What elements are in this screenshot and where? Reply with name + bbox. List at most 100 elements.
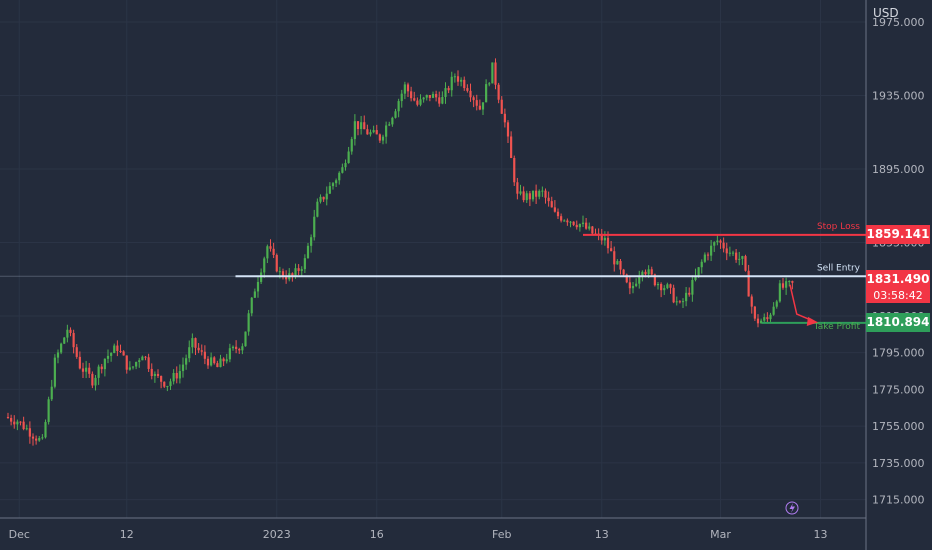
candle-body-109 [347, 151, 350, 164]
candle-body-1 [10, 417, 13, 422]
candle-body-224 [706, 254, 710, 256]
candle-body-241 [760, 320, 763, 324]
candle-body-218 [688, 292, 691, 295]
candle-body-247 [778, 283, 781, 302]
candle-body-244 [769, 314, 772, 320]
candle-body-225 [710, 245, 713, 256]
candle-body-9 [35, 438, 38, 441]
candle-body-93 [297, 268, 300, 271]
candle-body-39 [128, 367, 131, 370]
candle-body-227 [716, 240, 719, 243]
candle-body-214 [675, 301, 678, 303]
candle-body-46 [150, 368, 153, 377]
candle-body-36 [119, 350, 122, 352]
candle-body-27 [91, 373, 94, 386]
candle-body-63 [203, 351, 206, 359]
candle-body-177 [560, 216, 563, 221]
candle-body-24 [81, 368, 85, 372]
candle-body-192 [606, 237, 610, 249]
candle-body-142 [450, 76, 453, 91]
candle-body-156 [494, 62, 497, 85]
candle-body-55 [178, 371, 181, 379]
candle-body-161 [510, 136, 513, 158]
candle-body-22 [75, 347, 78, 357]
candle-body-42 [138, 360, 141, 362]
candle-body-213 [672, 287, 675, 303]
candle-body-84 [269, 246, 272, 249]
candle-body-199 [628, 282, 631, 289]
candle-body-233 [735, 252, 738, 260]
take-profit-label: Take Profit [813, 322, 861, 332]
candle-body-236 [744, 256, 747, 271]
candle-body-45 [147, 357, 150, 369]
time-tick-3: 16 [370, 528, 384, 541]
time-tick-2: 2023 [263, 528, 291, 541]
candle-body-29 [97, 366, 100, 378]
candle-body-4 [19, 421, 22, 423]
candle-body-250 [788, 281, 791, 283]
candle-body-144 [456, 76, 460, 82]
candle-body-235 [741, 256, 744, 259]
candle-body-48 [156, 373, 160, 377]
candle-body-174 [550, 201, 553, 208]
candle-body-185 [585, 222, 588, 229]
candle-body-175 [553, 207, 556, 212]
candle-body-197 [622, 269, 625, 275]
candle-body-82 [263, 258, 266, 273]
time-tick-5: 13 [595, 528, 609, 541]
candle-body-103 [328, 186, 331, 194]
event-badge [785, 501, 799, 515]
candle-body-57 [185, 358, 188, 365]
candle-body-12 [44, 421, 47, 438]
candle-body-67 [216, 363, 219, 368]
candle-body-163 [516, 182, 519, 194]
candle-body-152 [481, 102, 485, 110]
candle-body-249 [785, 281, 788, 288]
candle-body-15 [53, 357, 56, 387]
candle-body-53 [172, 373, 175, 382]
candle-body-232 [731, 252, 735, 254]
candle-body-173 [547, 197, 550, 202]
price-tick-0: 1975.000 [872, 16, 925, 29]
candle-body-126 [400, 93, 403, 102]
candle-body-150 [475, 100, 478, 106]
candle-body-134 [425, 94, 428, 98]
candle-body-240 [756, 318, 760, 324]
candle-body-121 [385, 125, 388, 137]
candle-body-52 [169, 381, 172, 387]
candle-body-47 [153, 373, 156, 377]
candle-body-13 [47, 399, 50, 422]
current-price-tag: 1831.490 [866, 270, 930, 290]
candle-body-251 [791, 281, 794, 283]
candle-body-62 [200, 350, 203, 352]
candle-body-125 [397, 101, 400, 112]
bar-countdown: 03:58:42 [866, 289, 930, 304]
candle-body-112 [356, 121, 360, 130]
candle-body-194 [613, 251, 616, 265]
candle-body-153 [485, 84, 488, 103]
lightning-icon [789, 503, 795, 513]
candle-body-212 [669, 284, 672, 288]
candle-body-172 [544, 190, 547, 198]
time-tick-4: Feb [492, 528, 511, 541]
candle-body-119 [378, 134, 381, 141]
candle-body-154 [488, 83, 491, 85]
candle-body-178 [563, 220, 566, 222]
candle-body-105 [335, 180, 338, 184]
candle-body-59 [191, 338, 194, 348]
candle-body-196 [619, 261, 622, 270]
candle-body-201 [635, 283, 638, 286]
candle-body-182 [575, 224, 578, 228]
candle-body-7 [28, 428, 31, 437]
projection-arrow-head [806, 316, 818, 327]
candle-body-145 [460, 79, 463, 82]
candle-body-73 [235, 346, 238, 350]
candle-body-202 [638, 276, 641, 284]
candle-body-96 [306, 245, 310, 259]
candle-body-26 [88, 367, 91, 374]
candle-body-106 [338, 172, 341, 181]
time-tick-7: 13 [814, 528, 828, 541]
